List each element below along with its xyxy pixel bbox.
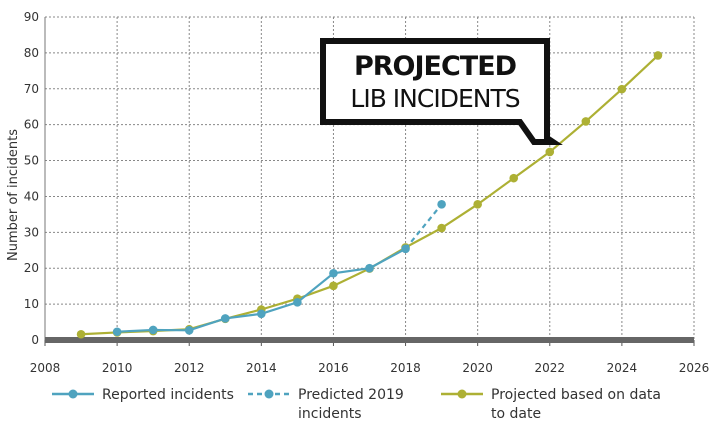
legend-label-reported: Reported incidents [102, 387, 234, 403]
y-tick-label: 0 [31, 333, 39, 347]
x-tick-label: 2026 [679, 361, 710, 375]
data-point [329, 281, 338, 291]
x-tick-label: 2012 [174, 361, 205, 375]
x-tick-label: 2014 [246, 361, 277, 375]
y-tick-label: 60 [24, 118, 39, 132]
y-tick-label: 70 [24, 82, 39, 96]
y-tick-label: 10 [24, 297, 39, 311]
legend-item-projected: Projected based on data to date [441, 387, 661, 422]
data-point [437, 223, 446, 233]
y-axis-label: Number of incidents [6, 129, 21, 261]
callout-subtitle: LIB INCIDENTS [350, 84, 519, 113]
x-tick-label: 2008 [30, 361, 61, 375]
projection-callout: PROJECTED LIB INCIDENTS [320, 38, 563, 145]
x-tick-label: 2010 [102, 361, 133, 375]
data-point [76, 329, 86, 339]
data-point [148, 325, 158, 335]
y-tick-label: 20 [24, 261, 39, 275]
data-point [545, 147, 555, 157]
data-point [581, 117, 591, 126]
x-tick-label: 2024 [607, 361, 638, 375]
legend-label-projected-2: to date [491, 406, 541, 422]
x-tick-label: 2020 [462, 361, 493, 375]
legend: Reported incidents Predicted 2019 incide… [52, 387, 661, 422]
x-tick-label: 2022 [535, 361, 566, 375]
y-tick-label: 30 [24, 225, 39, 239]
data-point [184, 326, 194, 335]
legend-label-projected-1: Projected based on data [491, 387, 661, 403]
series-layer [76, 51, 663, 339]
data-point [365, 263, 374, 273]
data-point [617, 84, 627, 94]
axes: 0 10 20 30 40 50 60 70 80 90 2008 2010 2012 2014 2016 2… [24, 10, 710, 375]
data-point [329, 268, 338, 278]
legend-item-reported: Reported incidents [52, 387, 234, 403]
data-point [293, 298, 302, 307]
data-point [112, 327, 122, 337]
callout-bubble [320, 38, 563, 145]
x-tick-label: 2016 [318, 361, 349, 375]
y-tick-label: 40 [24, 189, 39, 203]
data-point [437, 200, 446, 209]
legend-label-predicted-1: Predicted 2019 [298, 387, 404, 403]
data-point [653, 51, 663, 60]
series-line [404, 203, 443, 250]
data-point [473, 200, 482, 209]
legend-item-predicted: Predicted 2019 incidents [248, 387, 404, 422]
legend-label-predicted-2: incidents [298, 406, 362, 422]
data-point [220, 314, 230, 323]
callout-title: PROJECTED [354, 51, 516, 82]
x-tick-label: 2018 [390, 361, 421, 375]
data-point [509, 173, 519, 183]
y-tick-label: 90 [24, 10, 39, 24]
y-tick-label: 50 [24, 154, 39, 168]
data-point [257, 309, 266, 319]
y-tick-label: 80 [24, 46, 39, 60]
